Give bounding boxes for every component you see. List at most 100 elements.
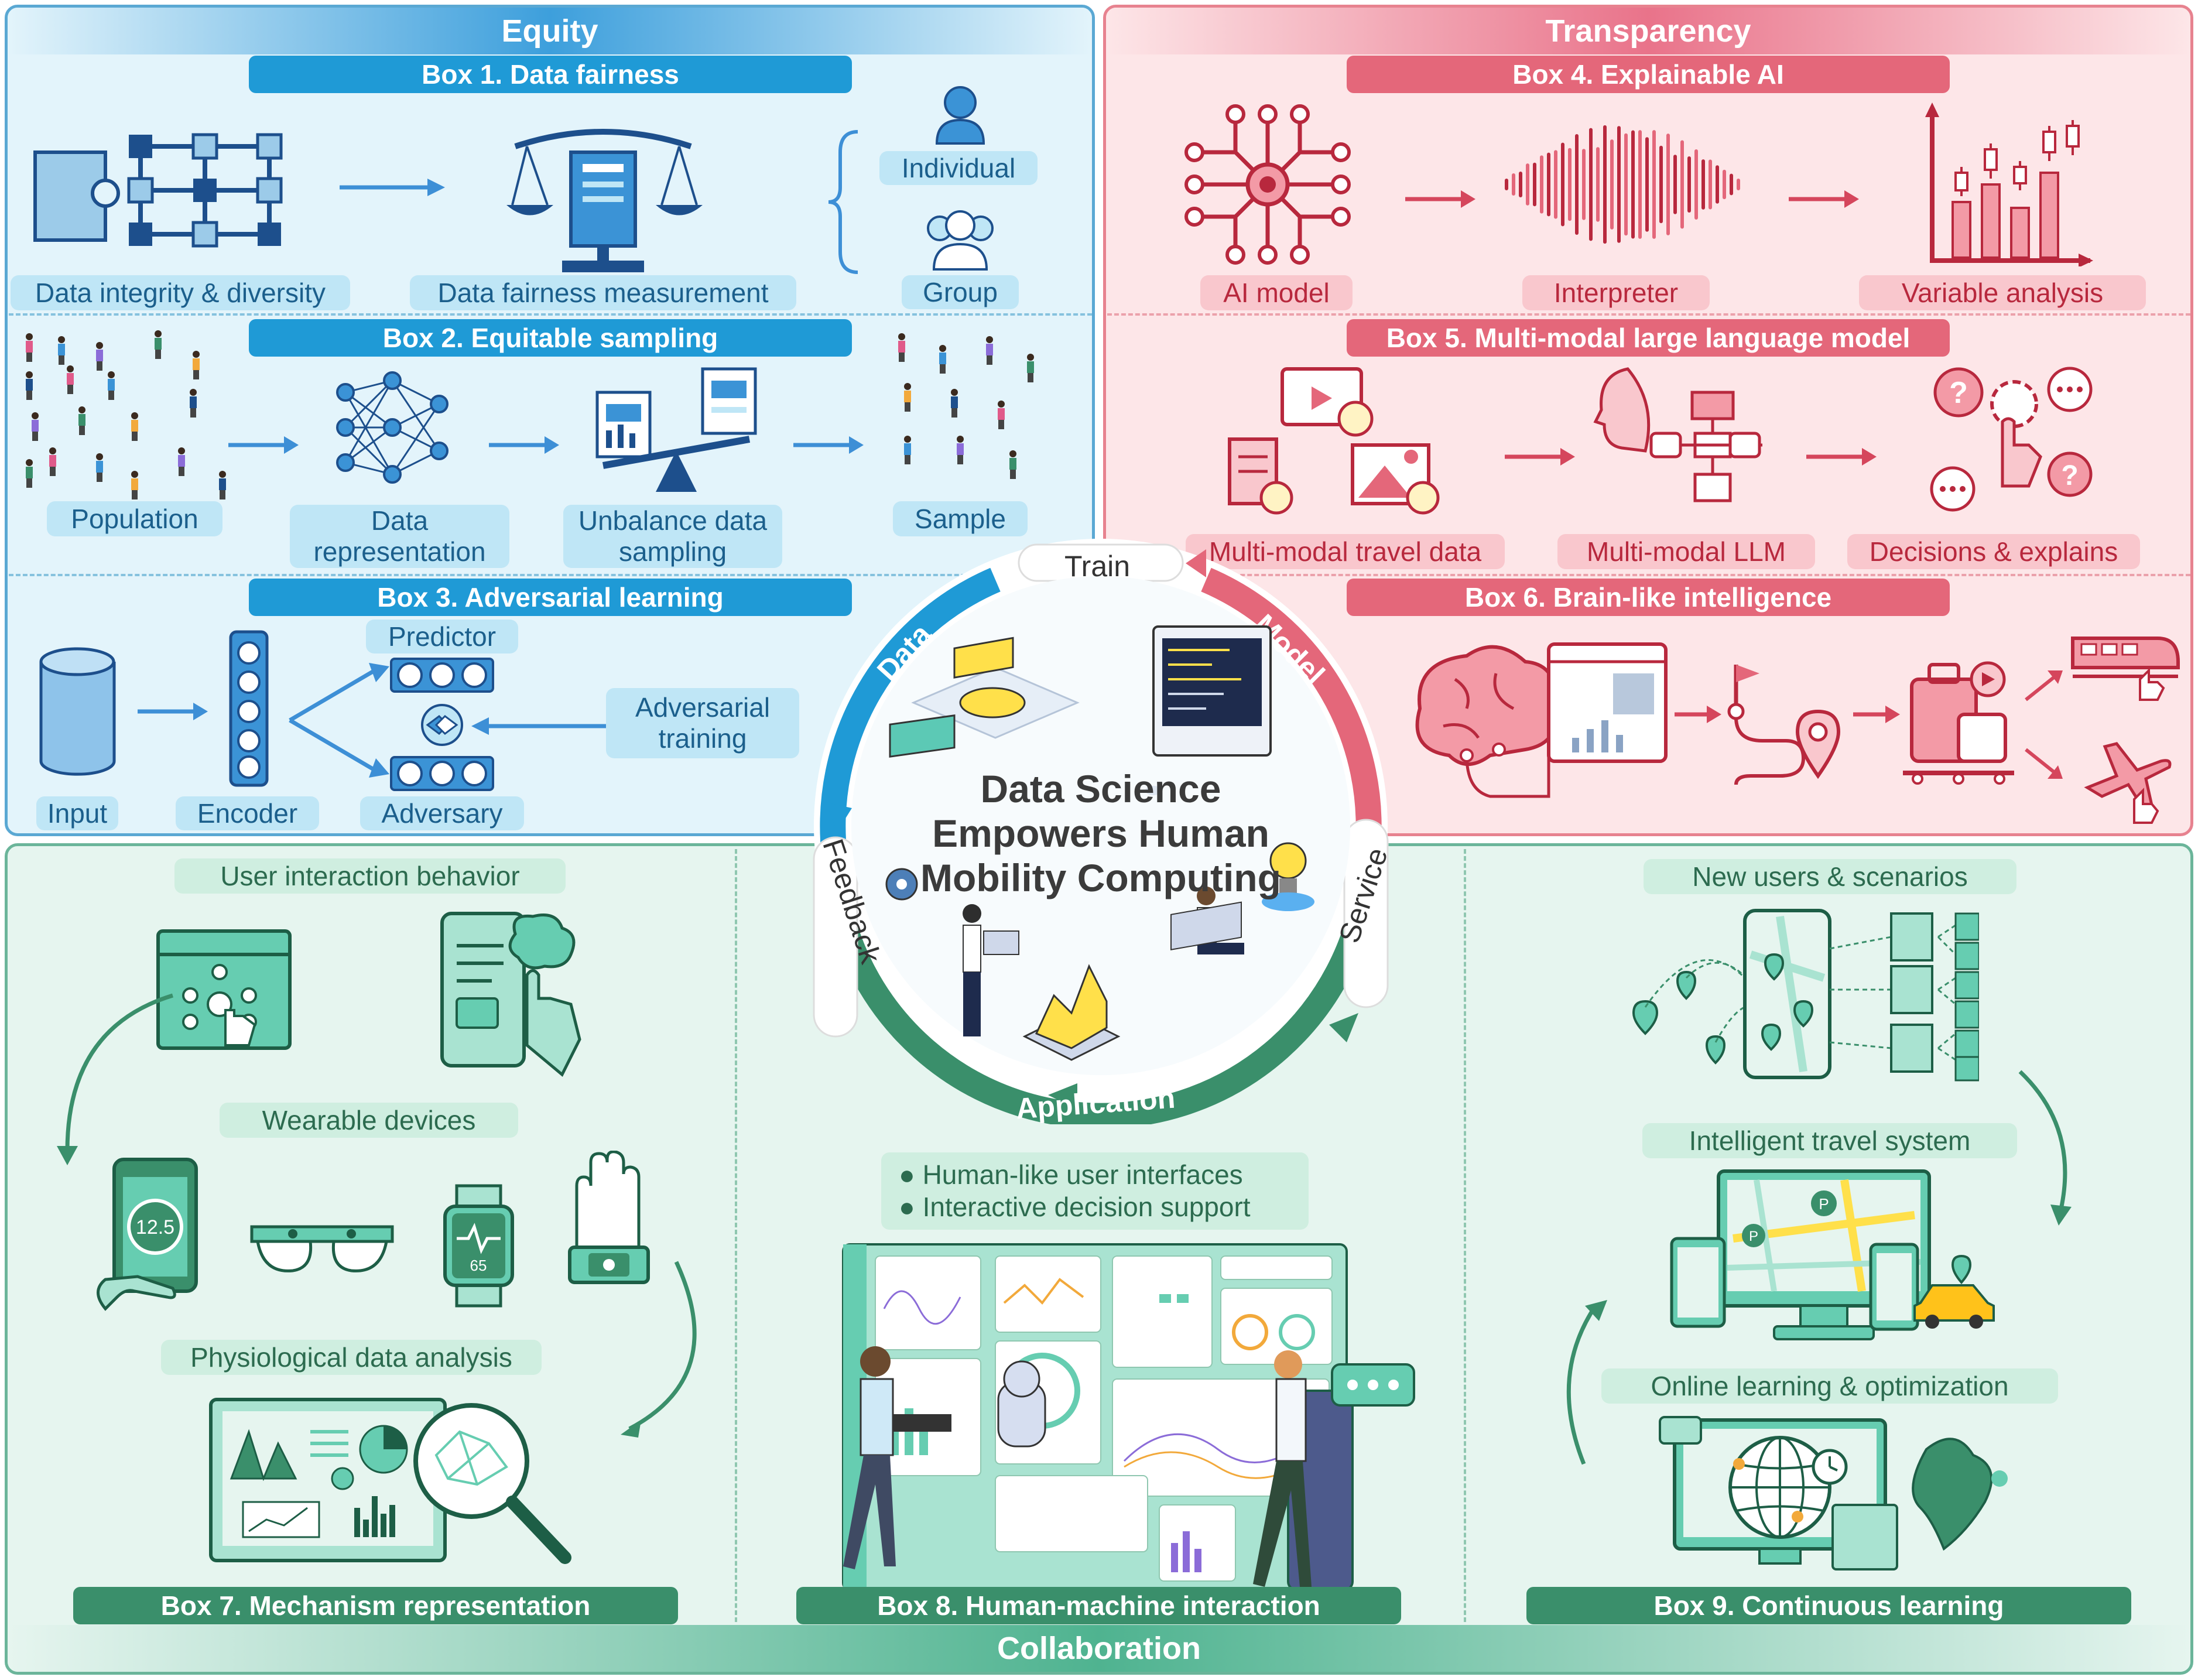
box9-title: Box 9. Continuous learning <box>1526 1587 2131 1624</box>
population-people-icon <box>26 330 226 499</box>
box8-title: Box 8. Human-machine interaction <box>796 1587 1401 1624</box>
waveform-icon <box>1505 125 1740 244</box>
smart-glasses-icon <box>250 1225 394 1272</box>
curved-arrow-right-icon <box>621 1261 697 1438</box>
waveform-bar <box>1624 133 1628 236</box>
arrow-right-icon <box>1405 190 1475 208</box>
group-icon <box>927 210 994 271</box>
person-figure <box>32 412 39 441</box>
curly-brace-icon <box>828 130 858 274</box>
collab-divider-1 <box>735 849 737 1622</box>
equity-divider-2 <box>9 574 1092 576</box>
person-figure <box>96 342 103 371</box>
map-users-icon <box>1632 909 1979 1082</box>
decision-question-icon: ? ? <box>1930 367 2093 512</box>
waveform-bar <box>1666 134 1670 235</box>
multimodal-llm-label: Multi-modal LLM <box>1557 534 1815 569</box>
ai-model-label: AI model <box>1200 275 1353 310</box>
person-icon <box>935 86 985 145</box>
person-figure <box>986 336 993 365</box>
person-figure <box>1009 450 1016 479</box>
online-learning-label: Online learning & optimization <box>1601 1368 2058 1404</box>
waveform-bar <box>1505 179 1508 190</box>
train-icon <box>2071 637 2180 701</box>
waveform-bar <box>1631 130 1635 239</box>
person-figure <box>957 436 964 464</box>
waveform-bar <box>1610 139 1614 230</box>
person-figure <box>131 471 138 499</box>
person-figure <box>939 345 946 374</box>
transparency-title: Transparency <box>1106 8 2190 54</box>
physiological-dashboard-icon <box>209 1398 571 1564</box>
waveform-bar <box>1547 152 1550 217</box>
person-figure <box>58 336 65 365</box>
new-users-label: New users & scenarios <box>1644 859 2016 894</box>
arrow-right-icon <box>489 436 559 454</box>
waveform-bar <box>1589 128 1593 241</box>
waveform-bar <box>1673 155 1677 214</box>
waveform-bar <box>1659 145 1663 224</box>
waveform-bar <box>1533 162 1536 207</box>
fairness-measurement-label: Data fairness measurement <box>410 275 796 310</box>
equity-title: Equity <box>8 8 1092 54</box>
waveform-bar <box>1554 150 1557 219</box>
arrow-right-icon <box>1675 706 1721 723</box>
adversary-layer-icon <box>390 756 494 791</box>
encoder-layer-icon <box>229 630 269 787</box>
brain-dashboard-icon <box>1415 642 1668 798</box>
sample-people-icon <box>898 333 1034 479</box>
smartwatch-icon: 65 <box>443 1184 514 1308</box>
collaboration-title: Collaboration <box>8 1625 2190 1672</box>
person-figure <box>190 389 197 418</box>
multimodal-media-icon <box>1228 367 1440 515</box>
person-figure <box>898 333 905 362</box>
waveform-bar <box>1737 179 1740 190</box>
box6-title: Box 6. Brain-like intelligence <box>1347 579 1950 616</box>
person-figure <box>904 383 911 412</box>
collab-divider-2 <box>1464 849 1466 1622</box>
waveform-bar <box>1730 173 1733 196</box>
watch-value-text: 65 <box>470 1257 487 1274</box>
bullet-2: ● Interactive decision support <box>899 1192 1251 1222</box>
waveform-bar <box>1716 165 1719 204</box>
candlestick-chart-icon <box>1925 102 2093 266</box>
person-figure <box>108 371 115 400</box>
person-figure <box>131 412 138 441</box>
person-figure <box>26 371 33 400</box>
arrow-right-icon <box>1806 448 1877 466</box>
waveform-bar <box>1540 155 1543 214</box>
waveform-bar <box>1652 130 1656 239</box>
intelligent-travel-system-icon: P P <box>1670 1169 1995 1340</box>
box5-title: Box 5. Multi-modal large language model <box>1347 319 1950 357</box>
population-label: Population <box>47 501 222 536</box>
waveform-bar <box>1603 125 1607 244</box>
sample-label: Sample <box>893 501 1028 536</box>
waveform-bar <box>1687 156 1691 213</box>
box7-title: Box 7. Mechanism representation <box>73 1587 678 1624</box>
arrow-right-icon <box>1853 706 1900 723</box>
center-title: Data Science Empowers Human Mobility Com… <box>896 767 1306 901</box>
person-figure <box>1027 354 1034 382</box>
curved-arrow-up-icon <box>1566 1300 1607 1465</box>
online-learning-globe-icon <box>1659 1416 2008 1570</box>
balance-scale-icon <box>506 129 703 272</box>
box1-title: Box 1. Data fairness <box>249 56 852 93</box>
box8-bullets: ● Human-like user interfaces ● Interacti… <box>881 1152 1309 1230</box>
waveform-bar <box>1638 130 1642 239</box>
hmi-dashboard-illustration <box>842 1243 1415 1591</box>
llm-head-flowchart-icon <box>1593 367 1762 502</box>
arrow-right-icon <box>793 436 864 454</box>
svg-text:?: ? <box>2061 460 2078 491</box>
phone-value-text: 12.5 <box>136 1216 174 1238</box>
intelligent-travel-label: Intelligent travel system <box>1642 1123 2017 1158</box>
travel-data-label: Multi-modal travel data <box>1186 534 1505 569</box>
person-figure <box>67 365 74 394</box>
route-flag-pin-icon <box>1727 665 1841 785</box>
person-figure <box>219 471 226 499</box>
waveform-bar <box>1596 147 1600 222</box>
person-figure <box>78 406 85 435</box>
predictor-label: Predictor <box>366 620 518 653</box>
data-representation-label: Data representation <box>290 505 509 568</box>
waveform-bar <box>1561 142 1564 227</box>
curved-arrow-down-right-icon <box>2018 1070 2072 1226</box>
